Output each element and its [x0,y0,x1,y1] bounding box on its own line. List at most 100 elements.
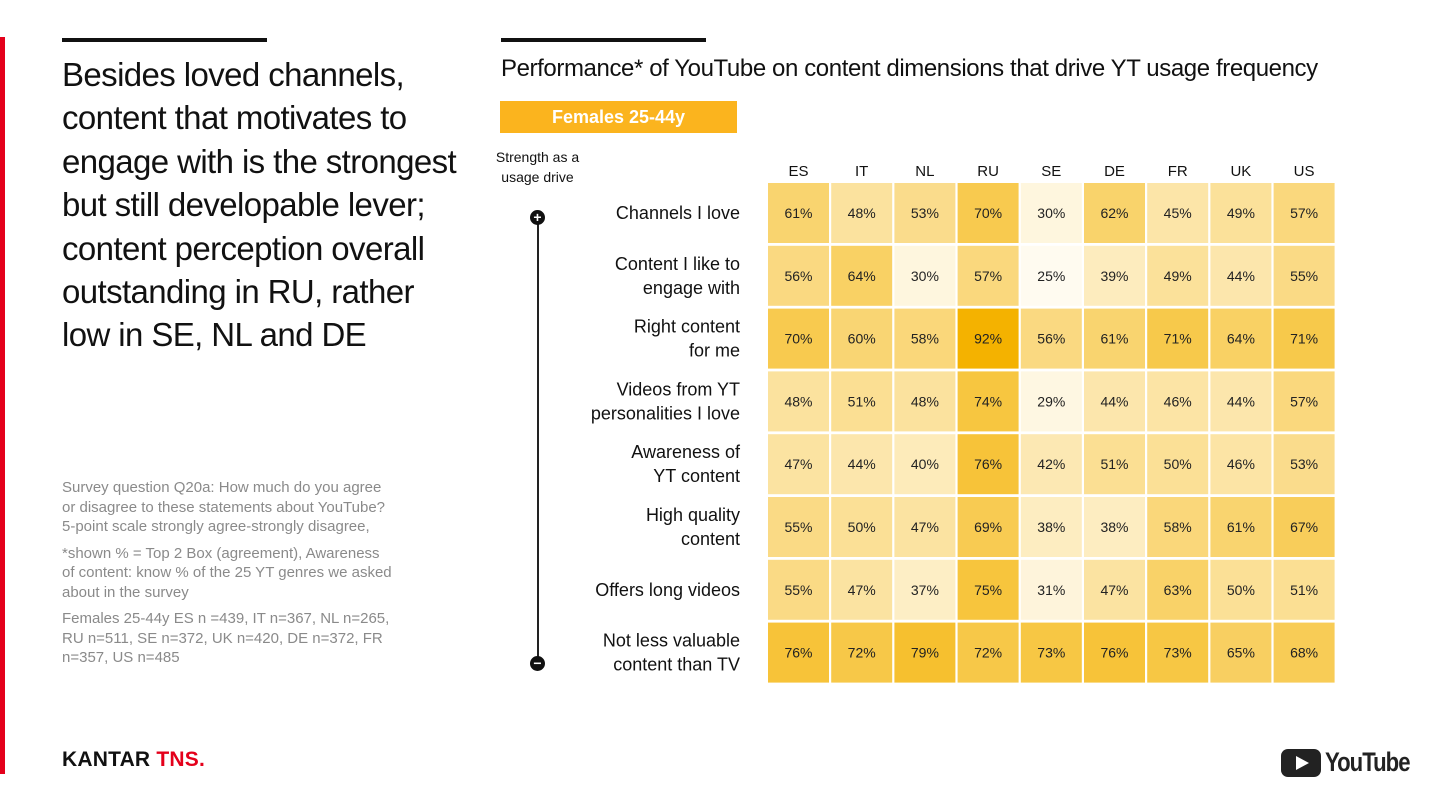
heatmap-cell [1084,183,1145,243]
heatmap-cell [957,308,1019,369]
cell-value-label: 73% [1164,645,1192,661]
cell-value-label: 47% [784,456,812,472]
heatmap-cell [1147,622,1209,683]
heatmap-cell [768,622,829,683]
heatmap-cell [894,245,956,306]
column-header: FR [1168,163,1188,180]
heatmap-cell [1147,245,1209,306]
heatmap-cell [1210,434,1272,495]
kantar-tns-logo: KANTAR TNS. [62,748,205,772]
plus-icon: + [530,210,545,225]
minus-icon: − [530,656,545,671]
cell-value-label: 79% [911,645,939,661]
heatmap-cell [831,245,893,306]
heatmap-cell [768,371,829,432]
heatmap-cell [1147,559,1209,620]
cell-value-label: 70% [974,205,1002,221]
heatmap-cell [957,497,1019,557]
brand-red-bar [0,37,5,774]
cell-value-label: 38% [1100,519,1128,535]
cell-value-label: 64% [848,268,876,284]
row-label: content than TV [613,655,740,675]
cell-value-label: 56% [784,268,812,284]
cell-value-label: 65% [1227,645,1255,661]
heatmap-cell [1020,622,1082,683]
row-label: Awareness of [631,442,741,462]
cell-value-label: 61% [1227,519,1255,535]
column-header: SE [1041,163,1061,180]
cell-value-label: 37% [911,582,939,598]
heatmap-cell [1020,559,1082,620]
heatmap-cell [831,308,893,369]
row-label: Not less valuable [603,631,740,651]
survey-notes: Survey question Q20a: How much do you ag… [62,478,392,675]
heatmap-cell [831,183,893,243]
cell-value-label: 73% [1037,645,1065,661]
cell-value-label: 47% [1100,582,1128,598]
heatmap-cell [1084,245,1145,306]
row-label: for me [689,341,740,361]
heatmap-cell [1084,622,1145,683]
cell-value-label: 75% [974,582,1002,598]
headline-rule [62,38,267,42]
heatmap-cell [894,497,956,557]
heatmap-cell [1084,308,1145,369]
cell-value-label: 55% [784,519,812,535]
row-label: Videos from YT [617,379,740,399]
cell-value-label: 76% [784,645,812,661]
heatmap-cell [768,245,829,306]
heatmap-cell [1210,245,1272,306]
cell-value-label: 71% [1164,331,1192,347]
cell-value-label: 47% [848,582,876,598]
row-label: Offers long videos [595,580,740,600]
cell-value-label: 63% [1164,582,1192,598]
cell-value-label: 61% [1100,331,1128,347]
cell-value-label: 51% [848,393,876,409]
column-header: DE [1104,163,1125,180]
row-label: engage with [643,278,740,298]
heatmap-cell [1273,183,1335,243]
heatmap-cell [1020,497,1082,557]
heatmap-cell [957,622,1019,683]
heatmap-cell [1147,308,1209,369]
heatmap-cell [768,183,829,243]
column-header: ES [788,163,808,180]
row-label: content [681,529,740,549]
heatmap-cell [1147,497,1209,557]
cell-value-label: 48% [911,393,939,409]
cell-value-label: 72% [974,645,1002,661]
cell-value-label: 40% [911,456,939,472]
cell-value-label: 38% [1037,519,1065,535]
youtube-logo: YouTube [1281,747,1428,778]
heatmap-cell [1273,308,1335,369]
cell-value-label: 45% [1164,205,1192,221]
cell-value-label: 44% [1100,393,1128,409]
cell-value-label: 49% [1227,205,1255,221]
heatmap-cell [894,308,956,369]
column-header: IT [855,163,868,180]
cell-value-label: 64% [1227,331,1255,347]
youtube-play-icon [1281,748,1321,777]
survey-question-note: Survey question Q20a: How much do you ag… [62,479,386,535]
heatmap-cell [1147,434,1209,495]
heatmap-cell [894,183,956,243]
cell-value-label: 61% [784,205,812,221]
cell-value-label: 50% [1164,456,1192,472]
cell-value-label: 44% [1227,268,1255,284]
cell-value-label: 62% [1100,205,1128,221]
heatmap-cell [957,559,1019,620]
heatmap-cell [894,559,956,620]
cell-value-label: 39% [1100,268,1128,284]
column-header: RU [977,163,999,180]
strength-axis-line [537,219,539,661]
heatmap-cell [894,434,956,495]
heatmap-cell [1084,434,1145,495]
cell-value-label: 48% [848,205,876,221]
cell-value-label: 46% [1164,393,1192,409]
cell-value-label: 50% [1227,582,1255,598]
heatmap-cell [1210,622,1272,683]
cell-value-label: 44% [1227,393,1255,409]
heatmap-cell [1210,183,1272,243]
cell-value-label: 57% [974,268,1002,284]
